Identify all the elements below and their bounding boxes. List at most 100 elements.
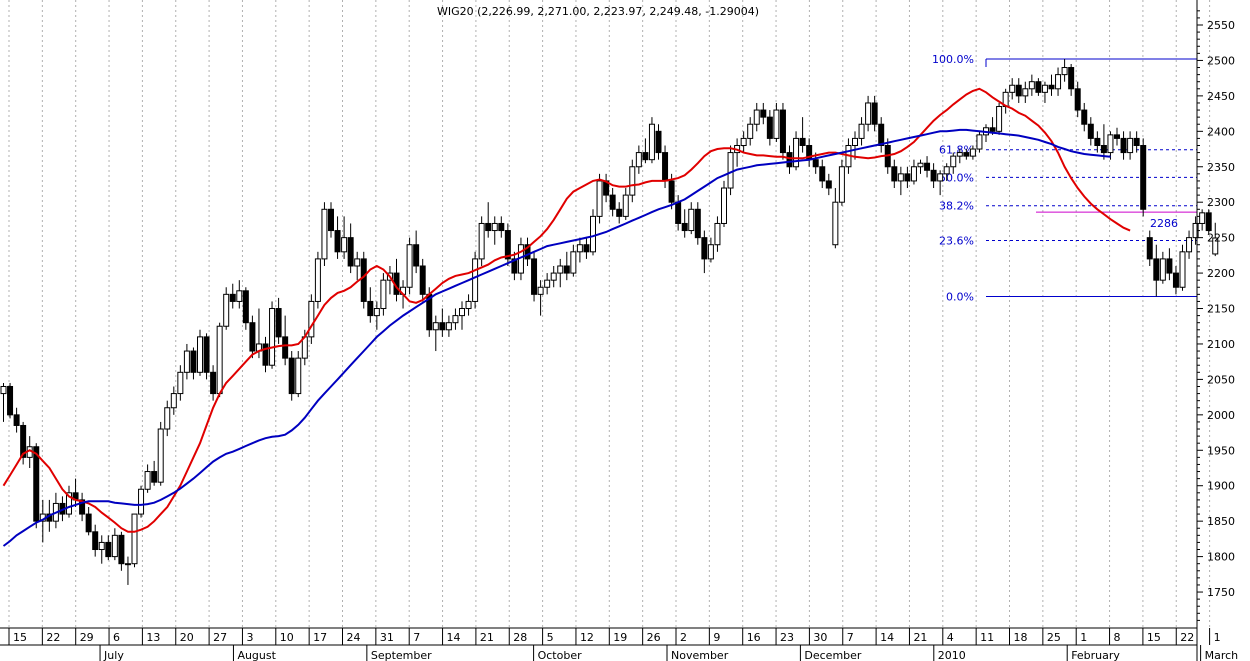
candle-body xyxy=(943,166,950,175)
x-tick-label: 21 xyxy=(480,631,494,644)
candle-body xyxy=(406,244,413,288)
x-tick-label: 24 xyxy=(347,631,361,644)
x-tick-label: 23 xyxy=(780,631,794,644)
candle-body xyxy=(1081,109,1088,125)
y-tick-label: 2500 xyxy=(1207,54,1235,67)
candle-body xyxy=(668,180,675,203)
candle-body xyxy=(648,123,655,161)
x-tick-label: 28 xyxy=(513,631,527,644)
candle-body xyxy=(118,534,125,565)
candle-body xyxy=(976,134,983,150)
candle-body xyxy=(472,258,479,302)
x-tick-label: 9 xyxy=(713,631,720,644)
x-tick-label: 22 xyxy=(1180,631,1194,644)
chart-title: WIG20 (2,226.99, 2,271.00, 2,223.97, 2,2… xyxy=(437,5,759,18)
candle-body xyxy=(7,385,14,416)
candle-body xyxy=(1087,123,1094,139)
x-tick-label: 21 xyxy=(913,631,927,644)
candle-body xyxy=(878,123,885,146)
candle-body xyxy=(1140,144,1147,210)
candle-body xyxy=(498,222,505,232)
month-label: October xyxy=(538,649,582,661)
candle-body xyxy=(314,258,321,302)
x-tick-label: 30 xyxy=(813,631,827,644)
candle-body xyxy=(20,424,27,458)
x-tick-label: 14 xyxy=(880,631,894,644)
candle-body xyxy=(694,208,701,239)
candle-body xyxy=(242,290,249,324)
candle-body xyxy=(183,350,190,373)
candle-body xyxy=(701,237,708,260)
candle-body xyxy=(1205,212,1212,232)
candle-body xyxy=(799,137,806,146)
candle-body xyxy=(662,152,669,182)
month-label: December xyxy=(804,649,862,661)
candle-body xyxy=(216,325,223,395)
candle-body xyxy=(1074,88,1081,111)
candle-body xyxy=(1153,258,1160,281)
candle-body xyxy=(295,357,302,395)
y-tick-label: 1750 xyxy=(1207,586,1235,599)
candle-body xyxy=(596,180,603,217)
y-tick-label: 1800 xyxy=(1207,551,1235,564)
fibonacci-level-label: 100.0% xyxy=(932,53,974,66)
candle-body xyxy=(144,471,151,490)
candle-body xyxy=(714,222,721,246)
candle-body xyxy=(288,357,295,395)
month-label: 2010 xyxy=(938,649,966,661)
candle-body xyxy=(1100,144,1107,154)
fibonacci-level-label: 50.0% xyxy=(939,171,974,184)
candle-body xyxy=(13,414,20,426)
x-tick-label: 11 xyxy=(980,631,994,644)
candle-body xyxy=(675,201,682,224)
y-tick-label: 2300 xyxy=(1207,196,1235,209)
candle-body xyxy=(485,222,492,232)
candle-body xyxy=(66,492,72,515)
candle-body xyxy=(445,322,452,331)
candle-body xyxy=(989,127,996,132)
candle-body xyxy=(92,531,99,551)
candle-body xyxy=(1166,258,1173,274)
candle-body xyxy=(557,265,564,274)
y-tick-label: 1850 xyxy=(1207,515,1235,528)
candle-body xyxy=(439,322,446,331)
x-tick-label: 4 xyxy=(947,631,954,644)
fibonacci-level-label: 38.2% xyxy=(939,200,974,213)
candle-body xyxy=(432,322,439,331)
y-tick-label: 2000 xyxy=(1207,409,1235,422)
candle-body xyxy=(996,106,1003,132)
candle-body xyxy=(262,343,269,366)
candle-body xyxy=(491,222,498,232)
x-tick-label: 16 xyxy=(747,631,761,644)
y-tick-label: 1950 xyxy=(1207,444,1235,457)
candle-body xyxy=(131,513,138,565)
candle-body xyxy=(969,148,976,157)
x-tick-label: 18 xyxy=(1014,631,1028,644)
x-tick-label: 1 xyxy=(1214,631,1221,644)
candle-body xyxy=(635,152,642,168)
candle-body xyxy=(223,293,230,327)
candle-body xyxy=(930,169,937,182)
candle-body xyxy=(891,166,898,182)
x-tick-label: 29 xyxy=(80,631,94,644)
candle-body xyxy=(269,308,276,366)
y-tick-label: 2550 xyxy=(1207,19,1235,32)
horizontal-annotation-label: 2286 xyxy=(1150,217,1178,230)
candle-body xyxy=(858,123,865,139)
candle-body xyxy=(413,244,420,267)
candle-body xyxy=(1094,137,1101,146)
candle-body xyxy=(465,300,472,310)
candle-body xyxy=(766,116,773,139)
candle-body xyxy=(328,208,334,232)
x-tick-label: 14 xyxy=(447,631,461,644)
candle-body xyxy=(1146,237,1153,260)
x-tick-label: 7 xyxy=(413,631,420,644)
candle-body xyxy=(504,230,511,260)
candle-body xyxy=(616,208,623,217)
candle-body xyxy=(1068,67,1075,90)
candle-body xyxy=(707,244,714,260)
candle-body xyxy=(924,162,931,171)
month-label: August xyxy=(237,649,276,661)
candle-body xyxy=(852,137,858,146)
